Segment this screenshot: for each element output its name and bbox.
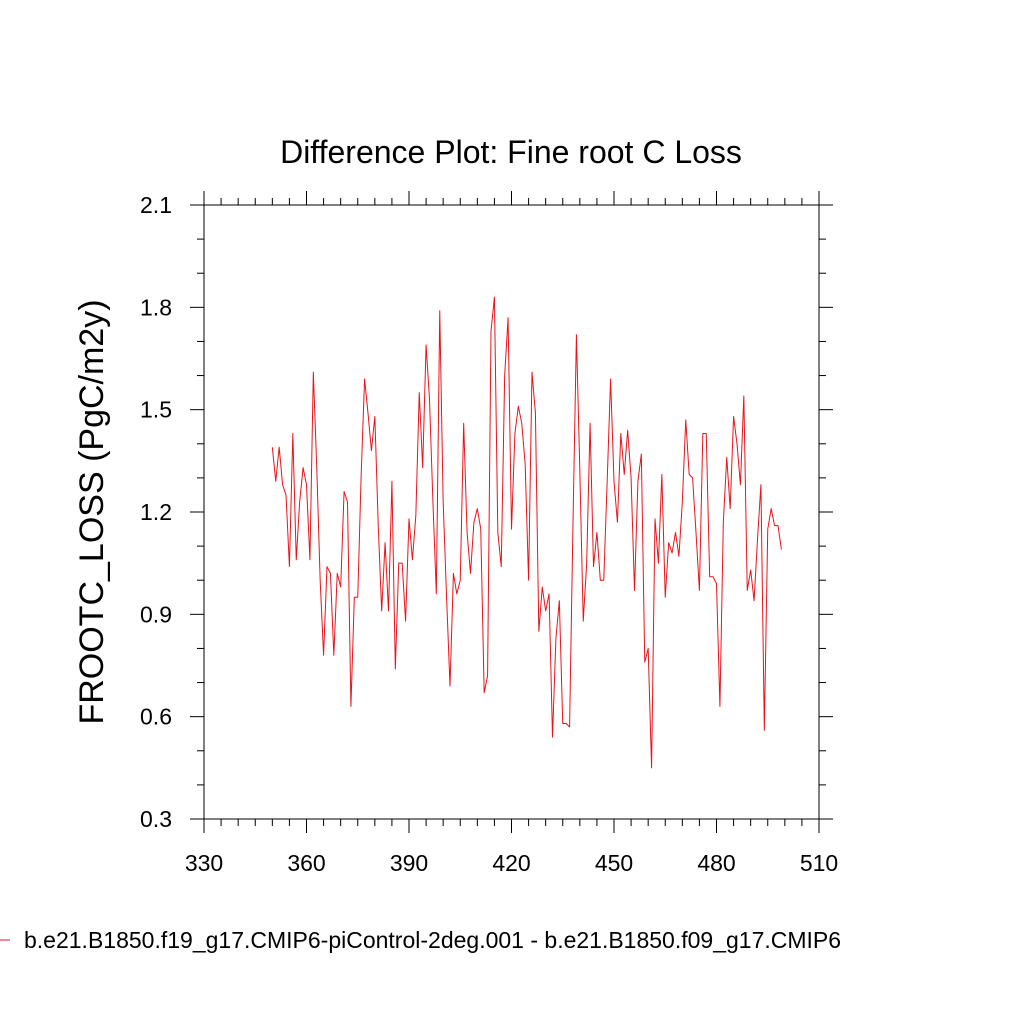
y-tick-label: 1.8 xyxy=(140,294,172,320)
y-axis-label: FROOTC_LOSS (PgC/m2y) xyxy=(73,299,111,724)
x-tick-label: 390 xyxy=(390,850,428,876)
chart-title: Difference Plot: Fine root C Loss xyxy=(280,134,742,170)
legend-label: b.e21.B1850.f19_g17.CMIP6-piControl-2deg… xyxy=(24,927,841,953)
y-tick-label: 1.2 xyxy=(140,499,172,525)
x-tick-label: 360 xyxy=(287,850,325,876)
axis-ticks xyxy=(190,191,833,833)
axis-tick-labels: 330 360 390 420 450 480 510 0.3 0.6 0.9 1.2 1.5 1.8 2… xyxy=(140,192,838,876)
x-tick-label: 450 xyxy=(595,850,633,876)
legend: b.e21.B1850.f19_g17.CMIP6-piControl-2deg… xyxy=(0,927,841,953)
series-layer xyxy=(271,296,782,769)
x-tick-label: 420 xyxy=(492,850,530,876)
y-tick-label: 0.6 xyxy=(140,704,172,730)
x-tick-label: 510 xyxy=(800,850,838,876)
y-tick-label: 1.5 xyxy=(140,397,172,423)
x-tick-label: 480 xyxy=(697,850,735,876)
x-tick-label: 330 xyxy=(185,850,223,876)
y-tick-label: 2.1 xyxy=(140,192,172,218)
y-tick-label: 0.9 xyxy=(140,601,172,627)
y-tick-label: 0.3 xyxy=(140,806,172,832)
series-line-0 xyxy=(271,296,782,769)
